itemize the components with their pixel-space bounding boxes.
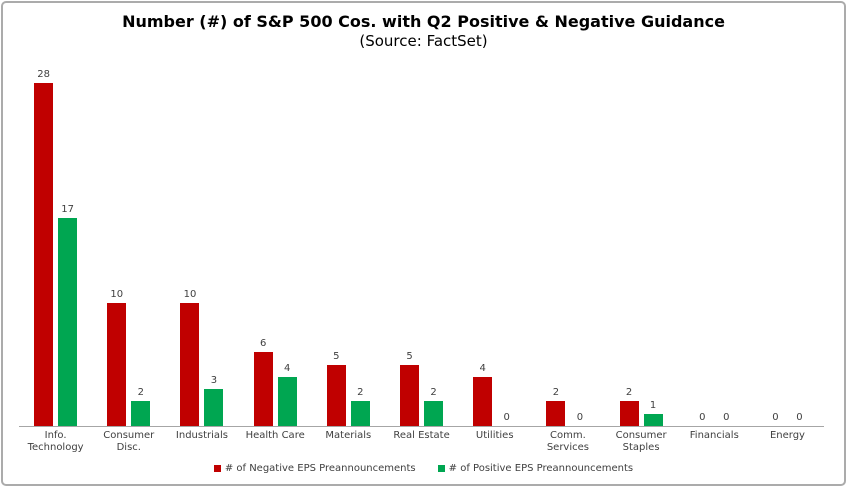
bar-value-label: 6 (259, 338, 267, 350)
bar-group-positive: 17 (58, 203, 78, 426)
bar-group-negative: 5 (400, 350, 420, 426)
bar-negative (619, 401, 639, 426)
x-axis-label: Consumer Staples (615, 429, 667, 454)
bar-group-negative: 28 (34, 68, 54, 426)
bar-group-positive: 0 (717, 411, 736, 426)
x-axis-label: Comm. Services (546, 429, 589, 454)
bar-value-label: 2 (137, 387, 144, 399)
x-axis-label: Utilities (475, 429, 514, 441)
bar-group-positive: 3 (204, 375, 224, 426)
bar-negative (180, 303, 200, 426)
bar-positive (643, 413, 663, 426)
bar-value-label: 0 (772, 411, 779, 423)
bar-positive (277, 376, 297, 426)
bar-value-label: 2 (430, 387, 437, 399)
bar-positive (204, 389, 224, 426)
bar-negative (546, 401, 566, 426)
bar-positive (58, 217, 78, 426)
bar-value-label: 28 (37, 68, 50, 80)
x-axis-label: Real Estate (393, 429, 450, 441)
bar-group-negative: 4 (473, 362, 493, 426)
chart-title: Number (#) of S&P 500 Cos. with Q2 Posit… (122, 12, 725, 31)
bar-value-label: 0 (699, 411, 706, 423)
bar-group-negative: 2 (619, 387, 639, 426)
legend-label-positive: # of Positive EPS Preannouncements (448, 462, 634, 474)
bar-value-label: 10 (110, 289, 124, 301)
bar-negative (253, 352, 273, 426)
bar-group-positive: 2 (350, 387, 370, 426)
legend-label-negative: # of Negative EPS Preannouncements (224, 462, 416, 474)
bar-group-positive: 0 (497, 411, 516, 426)
bar-value-label: 0 (723, 411, 730, 423)
legend-swatch-negative-icon (213, 464, 221, 472)
bar-group-negative: 2 (546, 387, 566, 426)
bar-group-positive: 1 (643, 399, 663, 426)
bar-value-label: 4 (479, 362, 486, 374)
bar-negative (326, 364, 346, 426)
category-column: 10 2 (92, 57, 165, 426)
bar-value-label: 4 (283, 362, 291, 374)
bar-positive (424, 401, 444, 426)
bar-positive (350, 401, 370, 426)
bar-group-negative: 0 (766, 411, 785, 426)
x-axis-label: Health Care (245, 429, 305, 441)
bar-group-negative: 0 (693, 411, 712, 426)
bar-group-negative: 10 (107, 289, 127, 426)
bar-positive (131, 401, 151, 426)
bar-group-negative: 6 (253, 338, 273, 426)
category-column: 28 17 (19, 57, 92, 426)
legend: # of Negative EPS Preannouncements # of … (3, 463, 844, 474)
x-axis-label: Industrials (175, 429, 229, 441)
bar-group-positive: 4 (277, 362, 297, 426)
x-axis-label: Materials (325, 429, 372, 441)
bar-value-label: 0 (796, 411, 803, 423)
bar-group-negative: 10 (180, 289, 200, 426)
x-axis-label: Financials (689, 429, 739, 441)
bar-value-label: 1 (649, 399, 657, 411)
legend-item-positive: # of Positive EPS Preannouncements (437, 462, 634, 474)
bar-negative (107, 303, 127, 426)
bar-negative (473, 376, 493, 426)
bar-group-positive: 0 (570, 411, 589, 426)
bar-value-label: 2 (552, 387, 560, 399)
bar-group-positive: 2 (424, 387, 444, 426)
plot-area: 28 17 10 2 10 3 6 4 5 2 5 2 4 0 2 0 2 1 0 0 0 0 (19, 57, 824, 426)
x-axis: Info. Technology Consumer Disc. Industrial… (19, 425, 824, 455)
legend-item-negative: # of Negative EPS Preannouncements (213, 462, 416, 474)
x-axis-label: Energy (769, 429, 805, 441)
chart-subtitle: (Source: FactSet) (359, 32, 488, 50)
x-axis-label: Consumer Disc. (103, 429, 155, 454)
x-axis-label: Info. Technology (27, 429, 84, 454)
bar-value-label: 2 (357, 387, 364, 399)
bar-value-label: 3 (210, 375, 218, 386)
bar-negative (400, 364, 420, 426)
bar-value-label: 17 (61, 203, 74, 215)
bar-group-positive: 0 (790, 411, 809, 426)
legend-swatch-positive-icon (437, 464, 445, 472)
bar-value-label: 10 (183, 289, 197, 301)
bar-value-label: 0 (503, 411, 510, 423)
bar-value-label: 2 (625, 387, 633, 399)
bar-group-negative: 5 (326, 350, 346, 426)
bar-value-label: 5 (333, 350, 340, 362)
bar-negative (34, 82, 54, 426)
category-column: 10 3 (165, 57, 238, 426)
bar-value-label: 5 (406, 350, 413, 362)
bar-value-label: 0 (576, 411, 584, 423)
bar-group-positive: 2 (131, 387, 151, 426)
